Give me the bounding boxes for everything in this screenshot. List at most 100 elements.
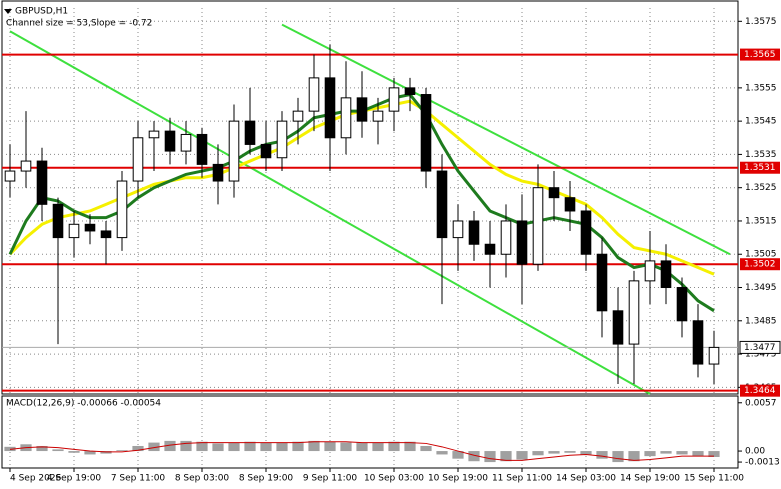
y-tick-label: 1.3495	[745, 283, 777, 293]
candle-body	[132, 137, 144, 182]
macd-bar	[36, 445, 48, 452]
x-tick-label: 8 Sep 03:00	[175, 474, 230, 484]
candle-body	[212, 163, 224, 182]
candle-body	[244, 120, 256, 145]
price-panel	[1, 0, 739, 395]
macd-bar	[260, 442, 272, 452]
candle-body	[532, 187, 544, 265]
x-tick-label: 4 Sep 2026	[10, 474, 62, 484]
candle-body	[500, 220, 512, 255]
y-tick-label: 1.3545	[745, 117, 777, 127]
candle-body	[676, 287, 688, 322]
candle-body	[484, 243, 496, 255]
y-tick-label: 1.3505	[745, 250, 777, 260]
candle-body	[660, 260, 672, 289]
macd-bar	[452, 451, 464, 459]
macd-bar	[132, 445, 144, 452]
candle-body	[596, 253, 608, 312]
candle-body	[388, 87, 400, 112]
macd-bar	[164, 440, 176, 452]
y-tick-label: 1.3575	[745, 17, 777, 27]
macd-bar	[388, 441, 400, 452]
macd-bar	[628, 451, 640, 462]
macd-bar	[564, 451, 576, 453]
level-label-box	[740, 161, 780, 174]
macd-bar	[292, 441, 304, 452]
candle-body	[308, 77, 320, 112]
macd-bar	[580, 451, 592, 455]
candle-body	[4, 170, 16, 182]
macd-bar	[340, 442, 352, 452]
y-tick-label: 0.0057	[745, 398, 777, 408]
macd-bar	[468, 451, 480, 462]
macd-bar	[692, 451, 704, 457]
macd-bar	[708, 451, 720, 457]
y-tick-label: 1.3555	[745, 83, 777, 93]
macd-bar	[308, 440, 320, 452]
x-tick-label: 14 Sep 03:00	[556, 474, 616, 484]
macd-signal	[9, 441, 714, 461]
candle-body	[164, 130, 176, 152]
level-label: 1.3502	[744, 260, 776, 270]
y-tick-label: 1.3525	[745, 183, 777, 193]
candle-body	[356, 97, 368, 122]
x-tick-label: 14 Sep 19:00	[620, 474, 680, 484]
macd-bar	[148, 442, 160, 452]
x-tick-label: 11 Sep 11:00	[492, 474, 552, 484]
y-tick-label: 0.00	[745, 447, 765, 457]
macd-bar	[356, 442, 368, 452]
x-tick-label: 7 Sep 11:00	[111, 474, 166, 484]
candle-body	[276, 120, 288, 159]
candle-body	[548, 187, 560, 199]
candle-body	[36, 160, 48, 205]
candle-body	[436, 170, 448, 239]
level-label-box	[740, 384, 780, 397]
last-price-label: 1.3477	[744, 343, 776, 353]
y-tick-label: 1.3485	[745, 316, 777, 326]
candle-body	[100, 230, 112, 239]
menu-icon	[4, 9, 12, 14]
x-tick-label: 10 Sep 19:00	[428, 474, 488, 484]
macd-bar	[596, 451, 608, 459]
candle-body	[180, 133, 192, 152]
candle-body	[20, 160, 32, 172]
last-price-box	[739, 340, 781, 354]
candle-body	[612, 310, 624, 345]
macd-bar	[244, 441, 256, 452]
macd-bar	[228, 442, 240, 452]
level-label: 1.3565	[744, 50, 776, 60]
candle-body	[196, 133, 208, 165]
x-tick-label: 9 Sep 11:00	[303, 474, 358, 484]
macd-bar	[84, 451, 96, 455]
candle-body	[452, 220, 464, 239]
y-tick-label: 1.3475	[745, 350, 777, 360]
macd-bar	[196, 441, 208, 452]
macd-bar	[436, 451, 448, 455]
candle-body	[116, 180, 128, 239]
macd-bar	[68, 451, 80, 453]
macd-panel	[1, 395, 739, 469]
candle-body	[644, 260, 656, 282]
candle-body	[420, 94, 432, 172]
macd-bar	[532, 451, 544, 456]
channel-line	[9, 30, 651, 395]
y-tick-label: 1.3515	[745, 216, 777, 226]
macd-bar	[116, 450, 128, 452]
candle-body	[292, 110, 304, 122]
macd-bar	[548, 451, 560, 454]
level-label-box	[740, 48, 780, 61]
candle-body	[564, 197, 576, 212]
macd-bar	[52, 449, 64, 452]
candle-body	[468, 220, 480, 245]
candle-body	[148, 130, 160, 139]
candle-body	[340, 97, 352, 139]
channel-line	[281, 23, 731, 256]
x-tick-label: 15 Sep 11:00	[684, 474, 744, 484]
macd-bar	[500, 451, 512, 462]
macd-bar	[404, 441, 416, 452]
macd-bar	[484, 451, 496, 463]
macd-bar	[276, 442, 288, 452]
macd-bar	[516, 451, 528, 460]
